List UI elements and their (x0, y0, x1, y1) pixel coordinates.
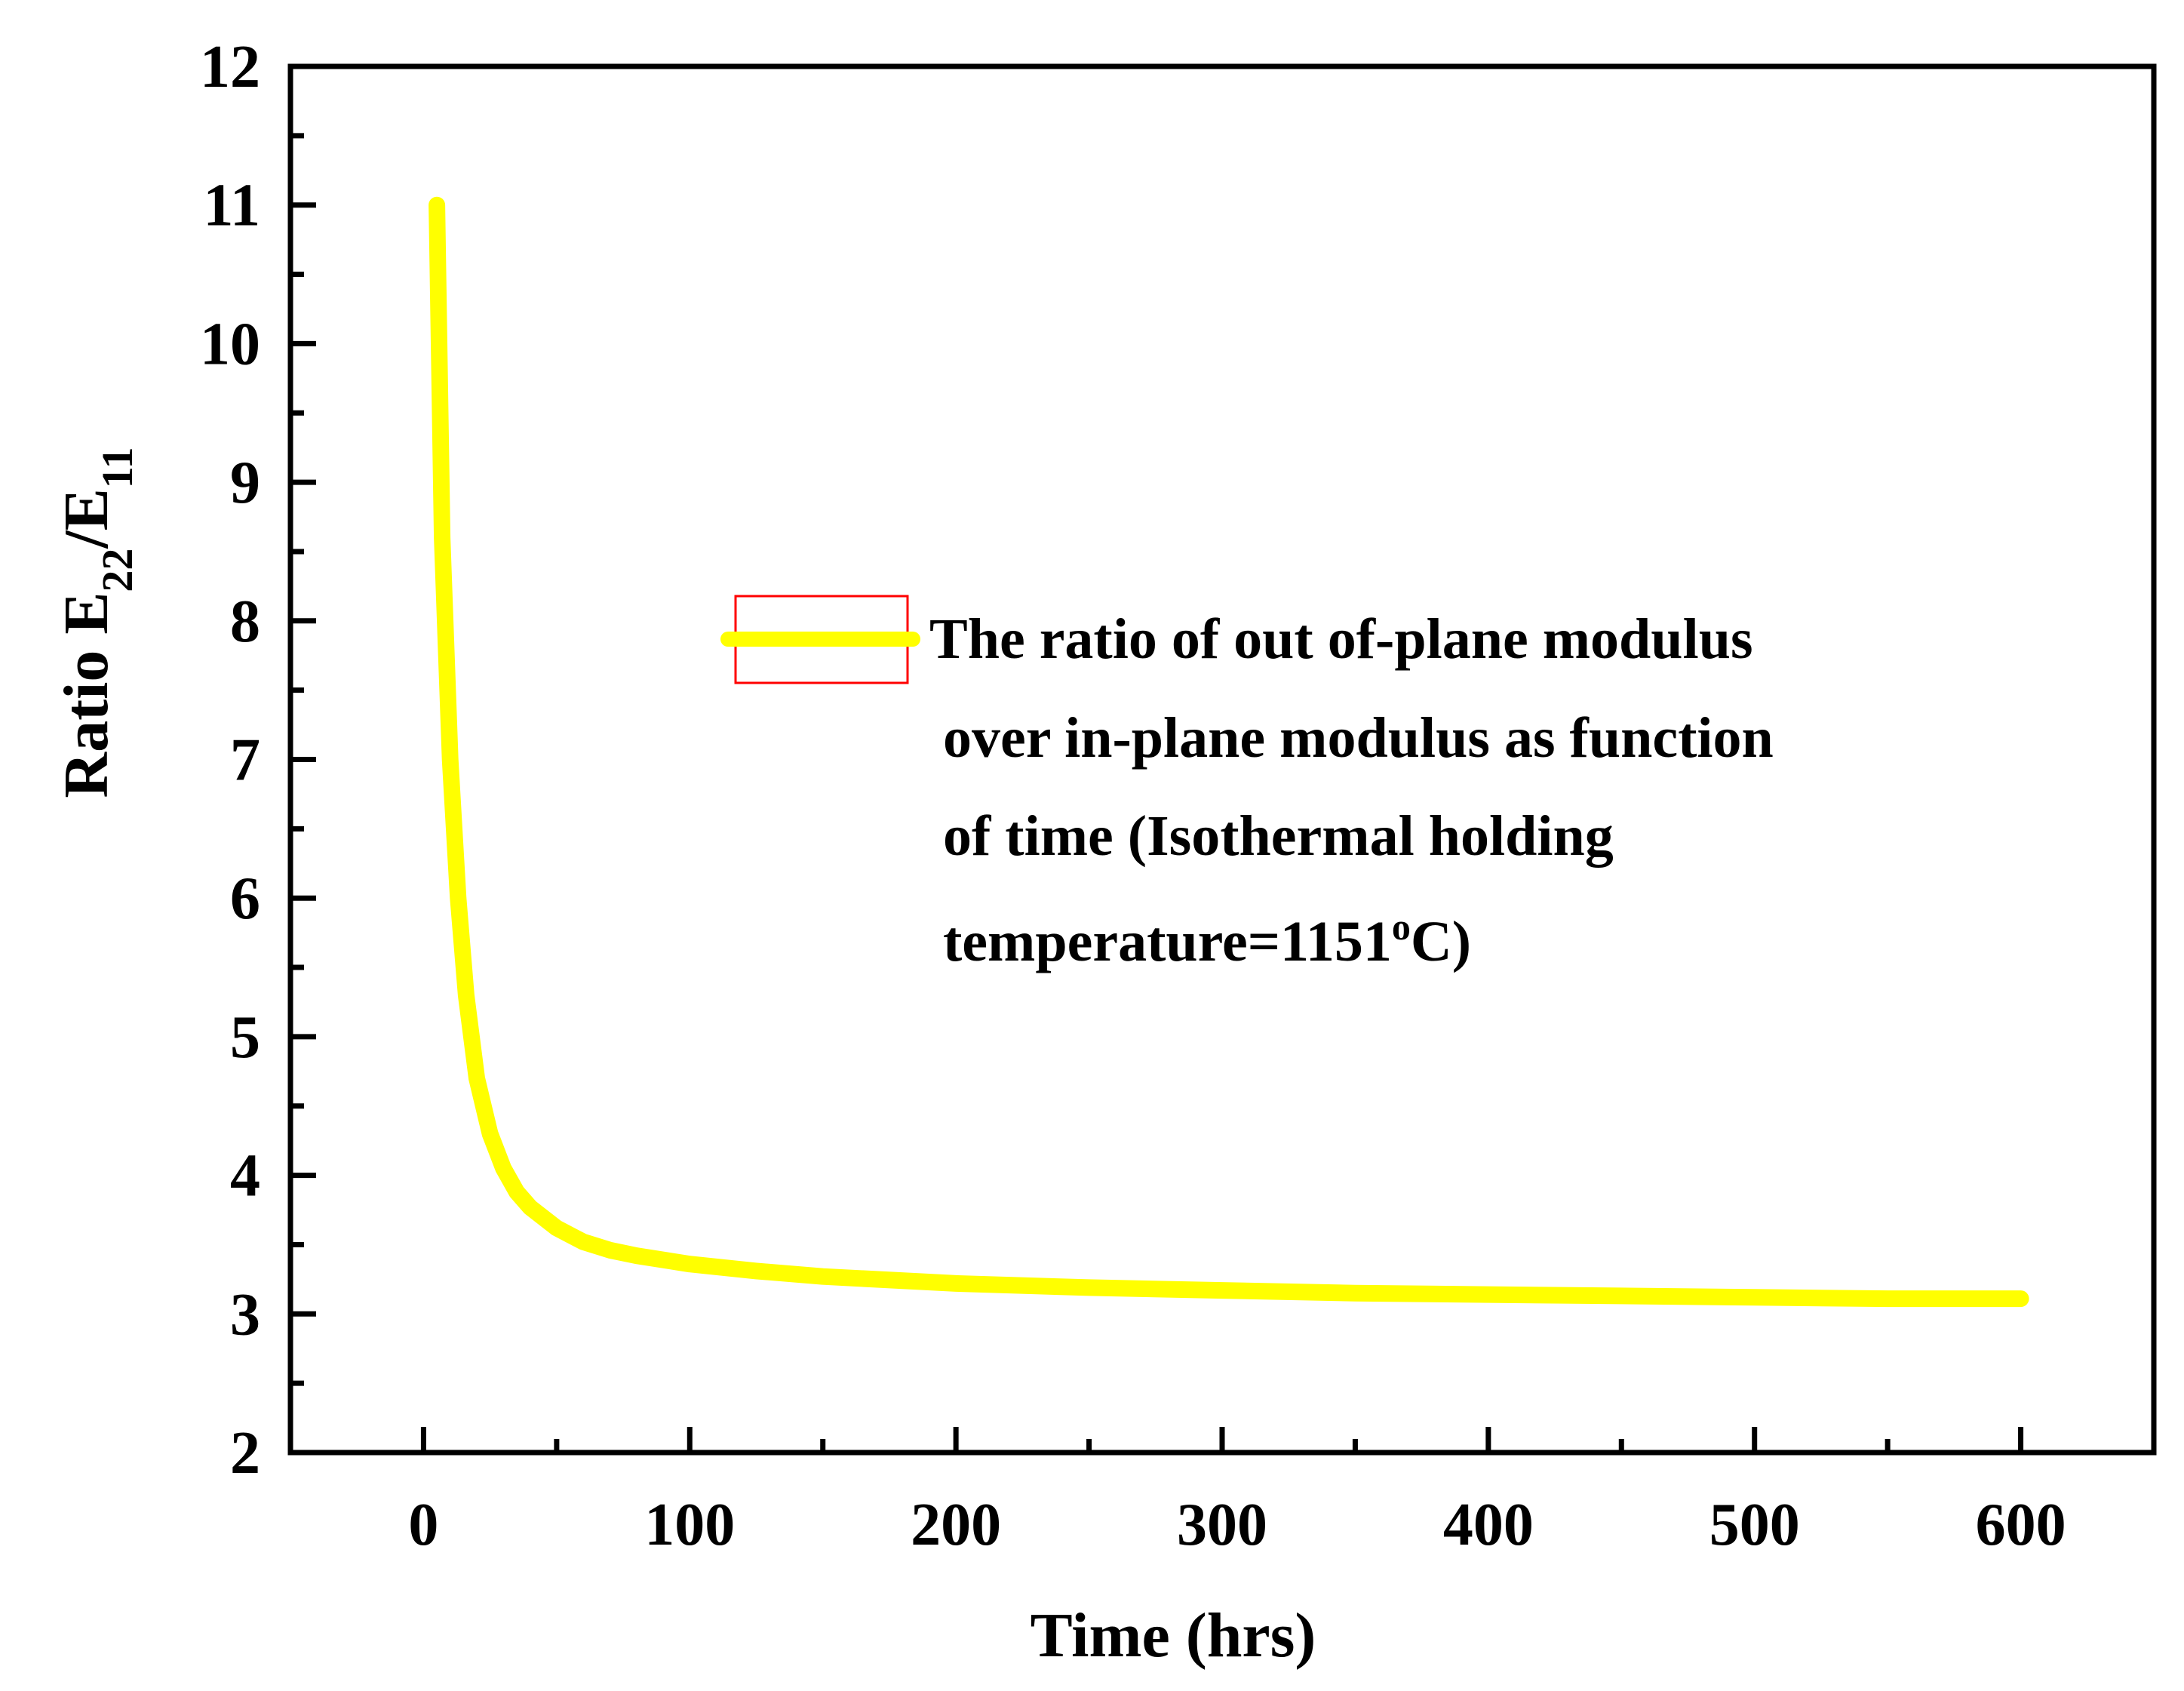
legend-label-line-2: over in-plane modulus as function (943, 706, 1774, 770)
x-tick-label: 100 (644, 1492, 735, 1558)
x-tick-label: 600 (1976, 1492, 2066, 1558)
y-tick-label: 8 (230, 589, 260, 655)
y-tick-label: 2 (230, 1420, 260, 1487)
y-tick-label: 10 (200, 311, 260, 377)
series-layer (429, 196, 2029, 1308)
y-tick-label: 4 (230, 1143, 260, 1210)
y-tick-label: 3 (230, 1281, 260, 1348)
x-tick-label: 0 (408, 1492, 438, 1558)
y-tick-label: 12 (200, 34, 260, 100)
x-tick-label: 500 (1709, 1492, 1800, 1558)
y-axis-title: Ratio E22/E11 (51, 447, 142, 798)
x-tick-label: 200 (911, 1492, 1001, 1558)
legend-label-line-4: temperature=1151 (943, 910, 1392, 973)
legend-label-line-1: The ratio of out of-plane modulus (929, 607, 1753, 671)
y-tick-label: 5 (230, 1004, 260, 1071)
y-tick-label: 7 (230, 727, 260, 794)
legend-label: The ratio of out of-plane modulus over i… (929, 607, 1788, 973)
series-line (429, 196, 2029, 1308)
y-tick-label: 11 (203, 173, 260, 239)
x-tick-label: 400 (1443, 1492, 1534, 1558)
legend: The ratio of out of-plane modulus over i… (720, 595, 1788, 973)
legend-label-line-3: of time (Isothermal holding (943, 804, 1614, 868)
x-tick-label: 300 (1177, 1492, 1267, 1558)
legend-degree: o (1392, 905, 1411, 948)
y-tick-label: 6 (230, 865, 260, 932)
legend-tail: C) (1411, 910, 1471, 973)
plot-axes: 0 100 200 300 400 500 600 2 3 4 5 6 7 8 9 10 11 12 (200, 34, 2157, 1558)
y-tick-label: 9 (230, 450, 260, 516)
x-axis-title: Time (hrs) (1031, 1600, 1316, 1671)
